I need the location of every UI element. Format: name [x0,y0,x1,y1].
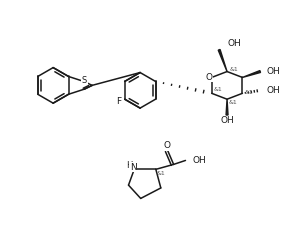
Text: &1: &1 [244,90,253,95]
Text: &1: &1 [214,87,222,92]
Text: F: F [116,97,121,106]
Text: &1: &1 [157,171,165,176]
Text: OH: OH [266,86,280,95]
Polygon shape [226,99,228,115]
Text: H: H [126,161,132,170]
Text: OH: OH [266,67,280,76]
Polygon shape [242,71,260,77]
Text: OH: OH [220,116,234,125]
Text: N: N [130,163,137,172]
Text: &1: &1 [229,100,238,105]
Text: O: O [163,141,170,150]
Text: &1: &1 [230,67,239,72]
Text: S: S [82,76,87,85]
Polygon shape [218,49,227,72]
Text: O: O [205,73,212,82]
Text: OH: OH [192,156,206,165]
Text: OH: OH [227,39,241,48]
